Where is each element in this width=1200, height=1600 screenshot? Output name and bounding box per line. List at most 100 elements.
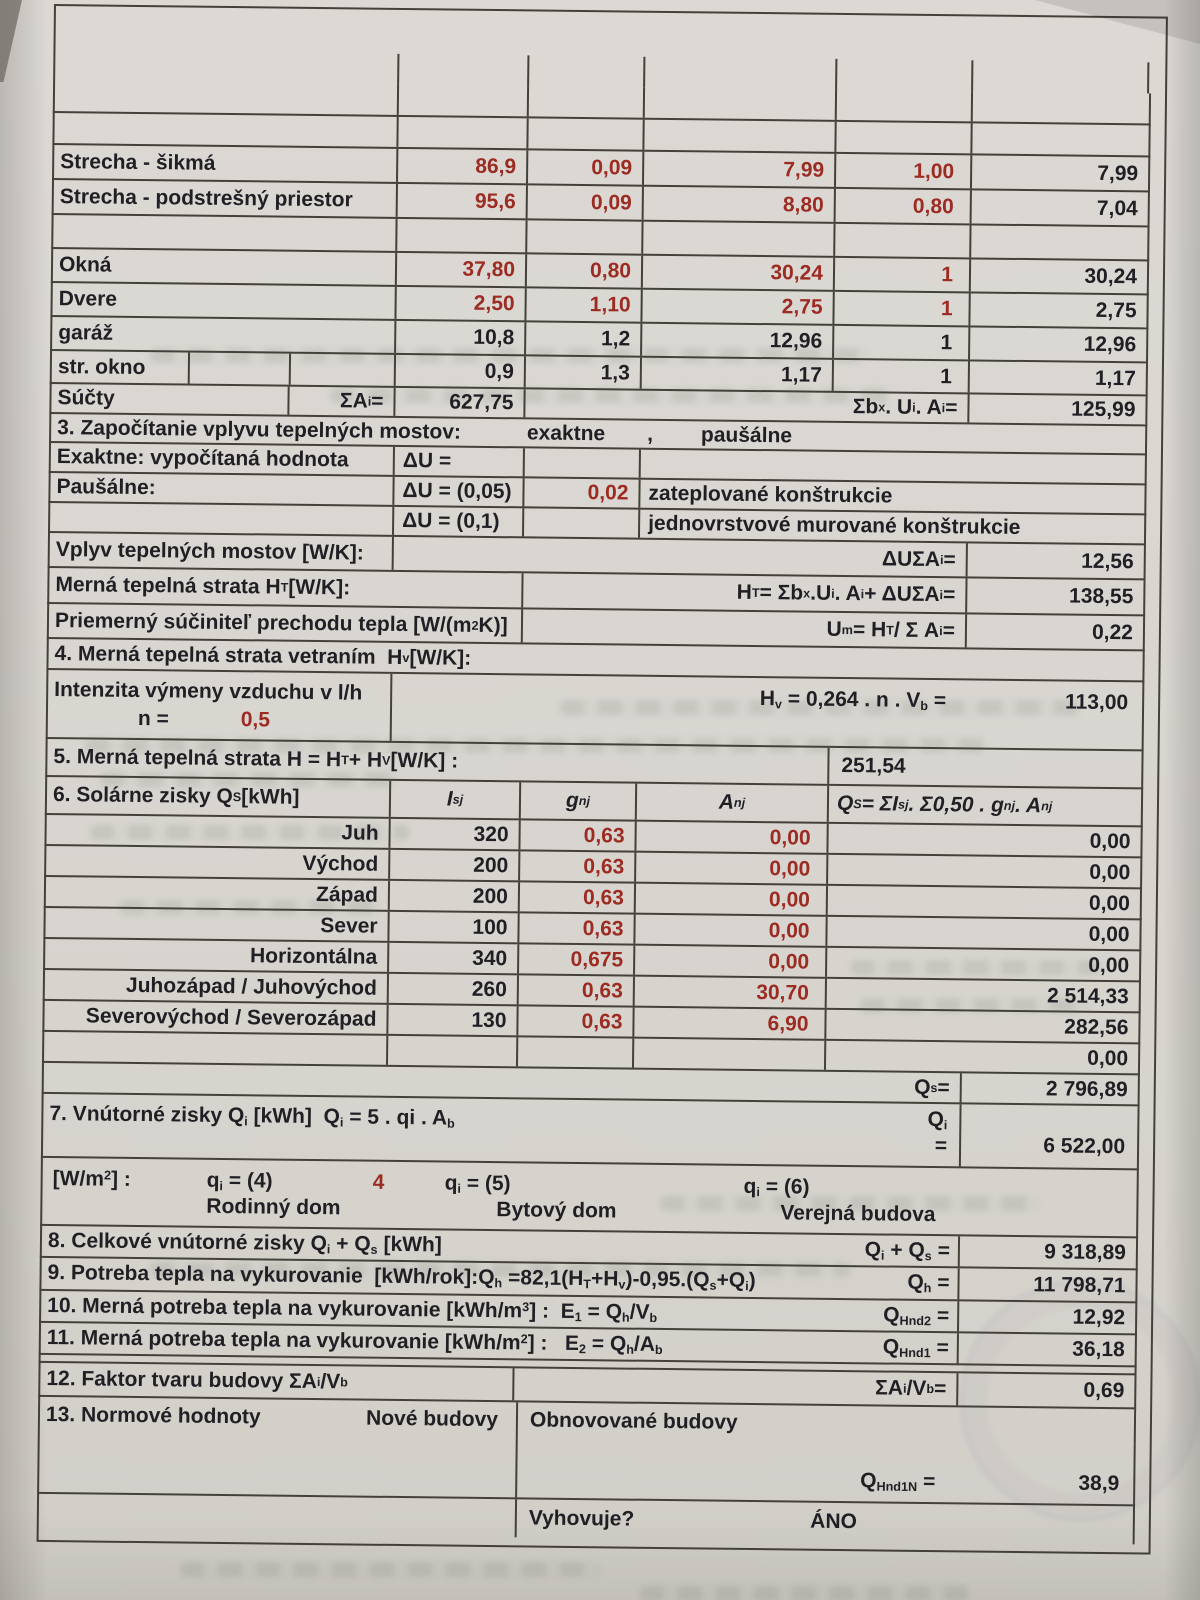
internal-gain-categories: [W/m2] : qi = (4) 4 qi = (5) qi = (6) Ro… bbox=[40, 1157, 1139, 1239]
delta-u: ΔU = (0,1) bbox=[391, 506, 523, 537]
formula: ΔUΣA i = bbox=[391, 536, 966, 577]
delta-u: ΔU = (0,05) bbox=[392, 476, 523, 507]
b-factor: 1 bbox=[831, 359, 969, 393]
air-exchange-label: Intenzita výmeny vzduchu v l/h bbox=[54, 678, 363, 705]
row-label: 8. Celkové vnútorné zisky Qi + Qs [kWh] bbox=[47, 1228, 442, 1257]
sum-area-symbol: ΣA i = bbox=[287, 386, 394, 416]
sums-label: Súčty bbox=[57, 386, 115, 410]
sum-result: 125,99 bbox=[967, 394, 1146, 425]
b-factor: 1 bbox=[832, 291, 969, 326]
h-total-value: 251,54 bbox=[827, 747, 1142, 788]
col-gnj: g nj bbox=[518, 782, 636, 820]
u-value: 0,09 bbox=[525, 150, 643, 185]
ua-value: 8,80 bbox=[641, 186, 834, 222]
bleed-through-artifact bbox=[330, 388, 890, 403]
option-flat: paušálne bbox=[700, 422, 793, 447]
delta-u: ΔU = bbox=[392, 446, 523, 477]
u-value: 1,10 bbox=[524, 288, 641, 322]
delta-u-value: 0,02 bbox=[522, 478, 639, 508]
n-label: n = bbox=[137, 706, 169, 731]
paper-right-edge bbox=[1164, 0, 1200, 1600]
bleed-through-artifact bbox=[860, 998, 1090, 1013]
n-value: 0,5 bbox=[240, 708, 271, 732]
row-label: Strecha - podstrešný priestor bbox=[59, 184, 353, 211]
row-result: 36,18 bbox=[956, 1333, 1135, 1366]
ua-value: 30,24 bbox=[640, 255, 834, 290]
row-symbol: QHnd1 = bbox=[882, 1335, 949, 1361]
bleed-through-artifact bbox=[560, 700, 1080, 715]
bleed-through-artifact bbox=[660, 1196, 1040, 1211]
paper-bottom-shadow bbox=[0, 1510, 1200, 1600]
area-value: 0,9 bbox=[393, 354, 525, 388]
b-factor: 0,80 bbox=[833, 188, 970, 224]
area-value: 86,9 bbox=[396, 148, 527, 184]
ua-value: 12,96 bbox=[640, 323, 833, 358]
row-result: 138,55 bbox=[965, 578, 1144, 615]
qi-selected-value: 4 bbox=[372, 1170, 385, 1194]
area-value: 95,6 bbox=[395, 183, 526, 219]
u-value: 0,09 bbox=[525, 185, 642, 220]
row-label: Dvere bbox=[58, 287, 118, 311]
ua-value: 7,99 bbox=[641, 151, 835, 187]
section13-title: 13. Normové hodnoty bbox=[45, 1402, 261, 1428]
stamp-bleed-artifact bbox=[960, 1280, 1200, 1521]
hv-formula: Hv = 0,264 . n . Vb = bbox=[759, 687, 947, 714]
row-symbol: QHnd2 = bbox=[883, 1303, 950, 1329]
row-label: Okná bbox=[58, 253, 112, 277]
sum-area-value: 627,75 bbox=[393, 387, 524, 418]
section7-title: 7. Vnútorné zisky Qi [kWh] Qi = 5 . qi .… bbox=[49, 1102, 455, 1131]
row-result: 7,99 bbox=[969, 155, 1149, 191]
b-factor: 1,00 bbox=[833, 153, 971, 189]
bleed-through-artifact bbox=[150, 348, 870, 363]
b-factor: 1 bbox=[832, 257, 970, 292]
category-public-building: Verejná budova bbox=[780, 1201, 936, 1227]
row-label: garáž bbox=[58, 321, 114, 345]
new-buildings-label: Nové budovy bbox=[365, 1406, 499, 1431]
option-exact: exaktne bbox=[526, 420, 606, 445]
row-result: 0,69 bbox=[956, 1373, 1135, 1408]
row-result: 12,56 bbox=[965, 543, 1144, 579]
u-value: 0,80 bbox=[524, 254, 642, 288]
qs-total-value: 2 796,89 bbox=[959, 1073, 1138, 1105]
bleed-through-artifact bbox=[85, 738, 985, 753]
bleed-through-artifact bbox=[640, 1586, 970, 1600]
bleed-through-artifact bbox=[100, 772, 400, 787]
row-label: Strecha - šikmá bbox=[60, 149, 216, 175]
row-result: 12,92 bbox=[957, 1301, 1136, 1334]
thermal-calculation-sheet: Strecha - šikmá 86,9 0,09 7,99 1,00 7,99… bbox=[36, 4, 1168, 1555]
construction-note: jednovrstvové murované konštrukcie bbox=[637, 509, 1141, 544]
row-symbol: Qi + Qs = bbox=[864, 1238, 951, 1264]
bleed-through-artifact bbox=[150, 1262, 850, 1277]
row-result: 30,24 bbox=[968, 259, 1148, 294]
bleed-through-artifact bbox=[180, 1562, 600, 1577]
row-label: Vplyv tepelných mostov [W/K]: bbox=[55, 537, 364, 565]
qi-symbol: Qi bbox=[927, 1107, 948, 1133]
category-apartment-house: Bytový dom bbox=[496, 1198, 617, 1223]
row-result: 2,75 bbox=[968, 293, 1147, 328]
row-result: 9 318,89 bbox=[957, 1236, 1137, 1269]
qhnd1n-symbol: QHnd1N = bbox=[860, 1469, 936, 1494]
row-result: 0,22 bbox=[964, 614, 1144, 650]
area-value: 37,80 bbox=[394, 252, 526, 287]
row-label: Priemerný súčiniteľ prechodu tepla [W/(m… bbox=[54, 608, 508, 637]
ua-value: 1,17 bbox=[639, 357, 833, 391]
row-label: 11. Merná potreba tepla na vykurovanie [… bbox=[46, 1325, 663, 1358]
row-label: 9. Potreba tepla na vykurovanie [kWh/rok… bbox=[47, 1261, 756, 1294]
row-symbol: Qh = bbox=[907, 1271, 950, 1296]
qhnd1n-value: 38,9 bbox=[1078, 1471, 1120, 1496]
row-label: 10. Merná potreba tepla na vykurovanie [… bbox=[47, 1293, 658, 1325]
area-value: 2,50 bbox=[394, 286, 525, 321]
bleed-through-artifact bbox=[120, 900, 380, 915]
section3-title: 3. Započítanie vplyvu tepelných mostov: bbox=[57, 415, 462, 444]
row-label: 12. Faktor tvaru budovy ΣA i/V b bbox=[46, 1367, 349, 1394]
area-value: 10,8 bbox=[394, 320, 525, 355]
unit-label: [W/m2] : bbox=[52, 1167, 131, 1191]
